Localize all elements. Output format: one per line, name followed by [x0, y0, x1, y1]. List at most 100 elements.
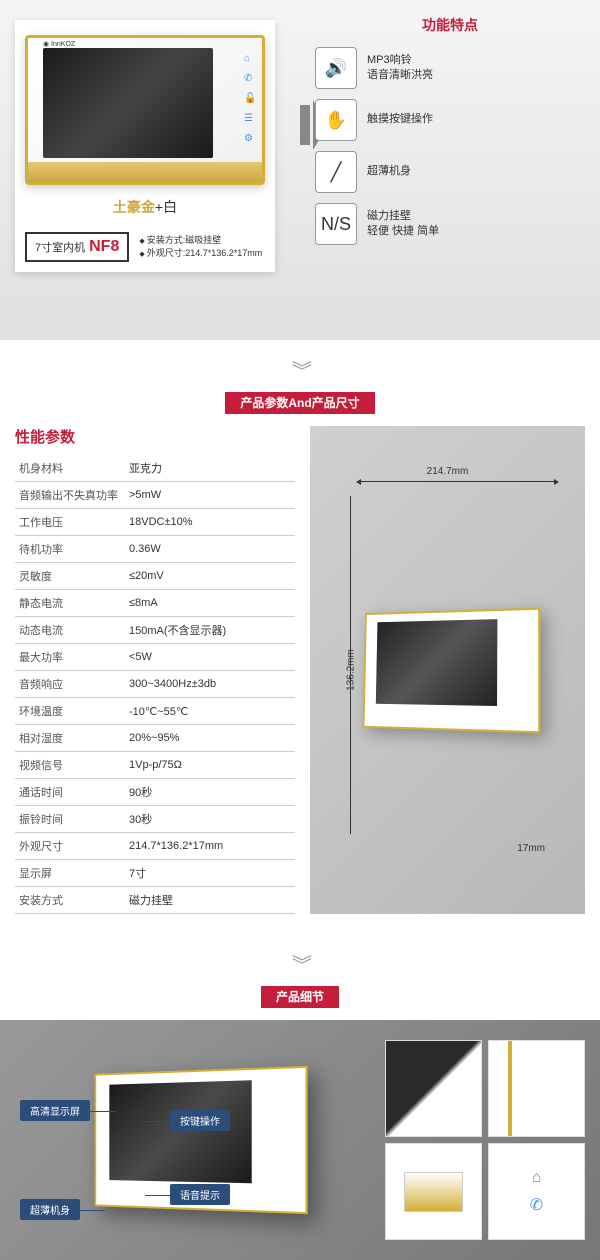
model-prefix: 7寸室内机	[35, 239, 85, 255]
spec-row: 静态电流≤8mA	[15, 590, 295, 617]
spec-key: 音频响应	[15, 671, 125, 698]
spec-key: 动态电流	[15, 617, 125, 644]
section-title-specs: 产品参数And产品尺寸	[0, 389, 600, 426]
spec-val: 20%~95%	[125, 725, 295, 752]
dim-width-label: 214.7mm	[427, 466, 469, 477]
thumb-icons: ⌂✆	[488, 1143, 585, 1240]
callout-display: 高清显示屏	[20, 1100, 90, 1121]
spec-key: 显示屏	[15, 860, 125, 887]
callout-voice: 语音提示	[170, 1184, 230, 1205]
color-plus: +	[155, 199, 163, 215]
spec-row: 音频输出不失真功率>5mW	[15, 482, 295, 509]
brand-logo: ◉ InnKOZ	[43, 40, 75, 48]
gold-trim	[28, 162, 262, 182]
feature-icon: N/S	[315, 203, 357, 245]
dimension-diagram: 214.7mm 136.2mm 17mm	[310, 426, 585, 914]
chevron-divider-2: ︾	[0, 934, 600, 983]
feature-icon: ╱	[315, 151, 357, 193]
dim-device	[362, 608, 540, 734]
feature-icon: 🔊	[315, 47, 357, 89]
spec-row: 环境温度-10℃~55℃	[15, 698, 295, 725]
spec-val: 7寸	[125, 860, 295, 887]
device-render: ◉ InnKOZ ⌂✆🔓☰⚙	[25, 35, 265, 185]
dim-height-line	[350, 496, 351, 834]
spec-val: ≤8mA	[125, 590, 295, 617]
spec-val: <5W	[125, 644, 295, 671]
spec-val: 1Vp-p/75Ω	[125, 752, 295, 779]
feature-row: 🔊 MP3响铃语音清晰洪亮	[315, 47, 585, 89]
color-gold: 土豪金	[113, 199, 155, 215]
spec-row: 通话时间90秒	[15, 779, 295, 806]
dim-width-line	[360, 481, 555, 482]
spec-key: 外观尺寸	[15, 833, 125, 860]
feature-text: 超薄机身	[367, 164, 411, 179]
feature-text: MP3响铃语音清晰洪亮	[367, 53, 433, 84]
spec-val: 150mA(不含显示器)	[125, 617, 295, 644]
spec-key: 工作电压	[15, 509, 125, 536]
spec-row: 最大功率<5W	[15, 644, 295, 671]
model-name: NF8	[89, 238, 119, 256]
spec-key: 相对湿度	[15, 725, 125, 752]
spec-row: 灵敏度≤20mV	[15, 563, 295, 590]
spec-val: 30秒	[125, 806, 295, 833]
thumb-edge	[488, 1040, 585, 1137]
feature-row: ╱ 超薄机身	[315, 151, 585, 193]
feature-icon: ✋	[315, 99, 357, 141]
spec-key: 安装方式	[15, 887, 125, 914]
spec-row: 振铃时间30秒	[15, 806, 295, 833]
specs-section: 性能参数 机身材料亚克力音频输出不失真功率>5mW工作电压18VDC±10%待机…	[0, 426, 600, 934]
mini-spec-2: 外观尺寸:214.7*136.2*17mm	[139, 247, 262, 261]
spec-val: 300~3400Hz±3db	[125, 671, 295, 698]
spec-key: 最大功率	[15, 644, 125, 671]
hero-section: ◉ InnKOZ ⌂✆🔓☰⚙ 土豪金+白 7寸室内机 NF8 安装方式:磁吸挂壁…	[0, 0, 600, 340]
spec-table-head: 性能参数	[15, 426, 295, 447]
features-panel: 功能特点 🔊 MP3响铃语音清晰洪亮 ✋ 触摸按键操作 ╱ 超薄机身 N/S 磁力挂壁轻便 快…	[315, 15, 585, 255]
spec-val: 214.7*136.2*17mm	[125, 833, 295, 860]
spec-row: 待机功率0.36W	[15, 536, 295, 563]
callout-buttons: 按键操作	[170, 1110, 230, 1131]
mini-specs: 安装方式:磁吸挂壁 外观尺寸:214.7*136.2*17mm	[139, 234, 262, 261]
feature-text: 触摸按键操作	[367, 112, 433, 127]
spec-row: 视频信号1Vp-p/75Ω	[15, 752, 295, 779]
feature-row: N/S 磁力挂壁轻便 快捷 简单	[315, 203, 585, 245]
spec-row: 动态电流150mA(不含显示器)	[15, 617, 295, 644]
section-title-details: 产品细节	[0, 983, 600, 1020]
mini-spec-1: 安装方式:磁吸挂壁	[139, 234, 262, 248]
model-row: 7寸室内机 NF8 安装方式:磁吸挂壁 外观尺寸:214.7*136.2*17m…	[25, 232, 265, 262]
detail-hero: 高清显示屏 超薄机身 按键操作 语音提示	[15, 1040, 375, 1240]
spec-row: 工作电压18VDC±10%	[15, 509, 295, 536]
device-touch-buttons: ⌂✆🔓☰⚙	[244, 53, 254, 143]
spec-key: 灵敏度	[15, 563, 125, 590]
spec-val: 亚克力	[125, 455, 295, 482]
detail-thumbnails: ⌂✆	[385, 1040, 585, 1240]
spec-val: 磁力挂壁	[125, 887, 295, 914]
spec-row: 显示屏7寸	[15, 860, 295, 887]
details-section: 高清显示屏 超薄机身 按键操作 语音提示 ⌂✆	[0, 1020, 600, 1260]
chevron-divider: ︾	[0, 340, 600, 389]
spec-row: 机身材料亚克力	[15, 455, 295, 482]
color-label: 土豪金+白	[25, 197, 265, 217]
spec-key: 通话时间	[15, 779, 125, 806]
thumb-screen	[385, 1040, 482, 1137]
spec-row: 安装方式磁力挂壁	[15, 887, 295, 914]
spec-key: 音频输出不失真功率	[15, 482, 125, 509]
spec-key: 环境温度	[15, 698, 125, 725]
spec-val: ≤20mV	[125, 563, 295, 590]
spec-key: 静态电流	[15, 590, 125, 617]
device-screen	[43, 48, 213, 158]
product-card: ◉ InnKOZ ⌂✆🔓☰⚙ 土豪金+白 7寸室内机 NF8 安装方式:磁吸挂壁…	[15, 20, 275, 272]
spec-val: >5mW	[125, 482, 295, 509]
spec-val: 0.36W	[125, 536, 295, 563]
spec-row: 相对湿度20%~95%	[15, 725, 295, 752]
spec-row: 音频响应300~3400Hz±3db	[15, 671, 295, 698]
dim-depth-label: 17mm	[517, 843, 545, 854]
spec-key: 待机功率	[15, 536, 125, 563]
spec-key: 振铃时间	[15, 806, 125, 833]
callout-thin: 超薄机身	[20, 1199, 80, 1220]
spec-key: 机身材料	[15, 455, 125, 482]
feature-row: ✋ 触摸按键操作	[315, 99, 585, 141]
feature-text: 磁力挂壁轻便 快捷 简单	[367, 209, 439, 240]
spec-row: 外观尺寸214.7*136.2*17mm	[15, 833, 295, 860]
features-title: 功能特点	[315, 15, 585, 35]
spec-val: 18VDC±10%	[125, 509, 295, 536]
